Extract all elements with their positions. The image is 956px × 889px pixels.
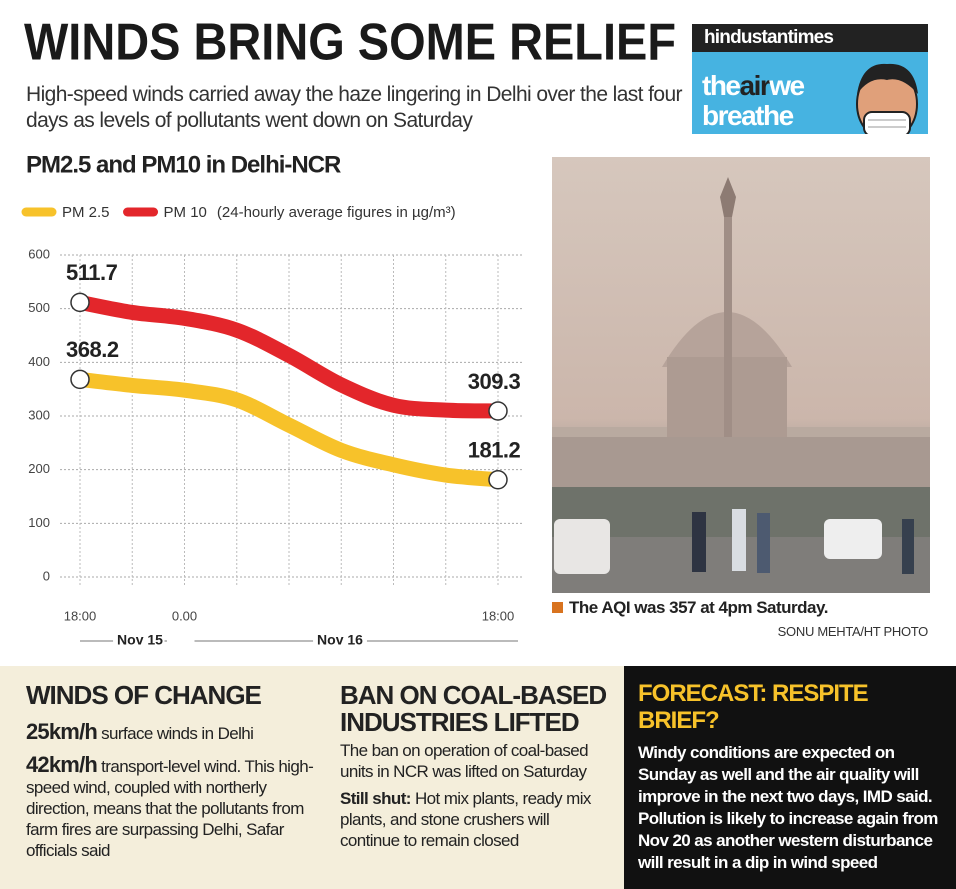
page-title: WINDS BRING SOME RELIEF [24,14,676,72]
chart: PM2.5 and PM10 in Delhi-NCR PM 2.5 PM 10 (… [21,151,522,648]
text: Hot mix plants, ready mix plants, and st… [340,789,591,850]
logo-brand: hindustantimes [692,24,928,52]
lead: 42km/h [26,752,98,777]
data-label: 181.2 [468,438,521,463]
panel: FORECAST: RESPITE BRIEF? Windy condition… [624,666,956,889]
panel-title: WINDS OF CHANGE [26,680,262,710]
legend-label: PM 2.5 [62,204,110,221]
x-tick-label: 18:00 [482,608,515,623]
end-point [488,470,508,490]
lead: Still shut: [340,789,411,808]
data-label: 511.7 [66,260,118,285]
end-point [70,369,90,390]
panel-item: 25km/h surface winds in Delhi [26,721,316,744]
lead: 25km/h [26,719,98,744]
title-svg: WINDS BRING SOME RELIEF [24,14,676,72]
panel-item: Still shut: Hot mix plants, ready mix pl… [340,788,610,851]
logo-word: the [702,70,741,101]
end-point [70,292,90,313]
y-tick-label: 300 [28,407,50,422]
data-label: 309.3 [468,369,521,394]
y-tick-label: 0 [43,568,50,583]
panel: WINDS OF CHANGE 25km/h surface winds in … [26,682,316,861]
y-tick-label: 500 [28,300,50,315]
y-tick-label: 100 [28,515,50,530]
logo-word: air [739,70,771,101]
chart-title: PM2.5 and PM10 in Delhi-NCR [26,151,341,178]
logo-face [856,63,918,134]
logo-word: we [769,70,805,101]
panel-title: BAN ON COAL-BASED INDUSTRIES LIFTED [340,680,607,737]
panel-item: 42km/h transport-level wind. This high-s… [26,754,316,861]
photo-credit: SONU MEHTA/HT PHOTO [777,624,929,639]
y-tick-label: 600 [28,246,50,261]
logo-line: breathe [702,100,794,131]
data-label: 368.2 [66,337,119,362]
photo-art [552,177,930,593]
x-tick-label: 0.00 [172,608,197,623]
x-group-label: Nov 16 [317,632,363,648]
series-line [72,294,506,419]
x-group-label: Nov 15 [117,632,163,648]
text: transport-level wind. This high-speed wi… [26,757,314,860]
panel: BAN ON COAL-BASED INDUSTRIES LIFTED The … [340,682,610,851]
text: surface winds in Delhi [97,724,254,743]
end-point [488,401,508,421]
panel-text: The ban on operation of coal-based units… [340,741,589,781]
panel-title: FORECAST: RESPITE BRIEF? [638,680,869,734]
subtitle: High-speed winds carried away the haze l… [26,83,683,132]
logo-line: theairwe [702,70,805,102]
unit-note: (24-hourly average figures in µg/m³) [217,204,456,221]
x-tick-label: 18:00 [64,608,97,623]
y-tick-label: 200 [28,461,50,476]
photo [552,157,930,593]
panel-text: Windy conditions are expected on Sunday … [638,743,938,872]
logo: hindustantimes theairwe breathe [692,24,928,134]
series-line [72,371,506,488]
y-tick-label: 400 [28,354,50,369]
photo-caption: The AQI was 357 at 4pm Saturday. [552,598,828,618]
legend-label: PM 10 [164,204,207,221]
